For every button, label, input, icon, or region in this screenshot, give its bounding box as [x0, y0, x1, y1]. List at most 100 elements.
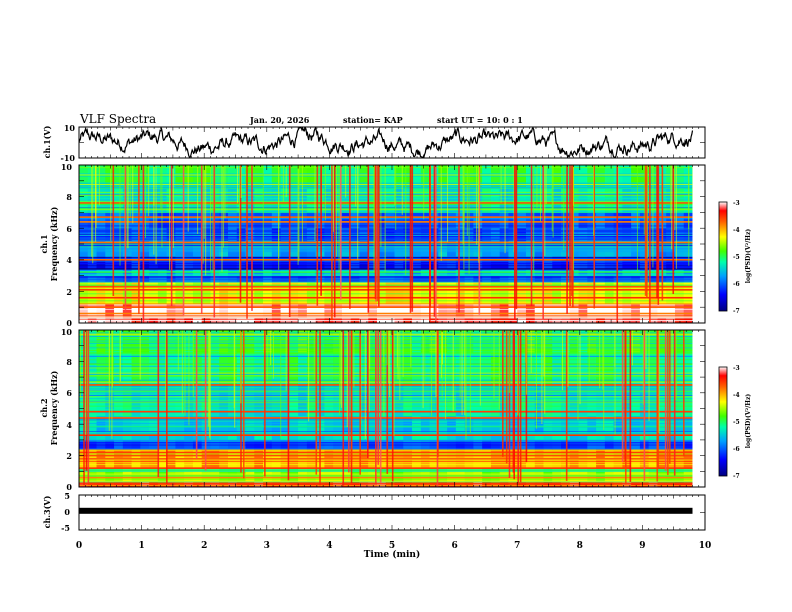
- spectrogram-cell: [455, 165, 466, 189]
- ch2-colorbar: -3 -4 -5 -6 -7 log(PSD)(V²/Hz): [718, 365, 752, 480]
- spectrogram-cell: [306, 281, 317, 305]
- spectrogram-cell: [438, 433, 448, 440]
- spectrogram-cell: [648, 416, 659, 434]
- spectrogram-cell: [683, 416, 694, 434]
- spectrogram-cell: [140, 416, 150, 434]
- spectrogram-sferic-streak: [280, 330, 282, 439]
- spectrogram-cell: [455, 416, 466, 434]
- spectrogram-cell: [596, 416, 606, 434]
- spectrogram-cell: [376, 353, 387, 385]
- spectrogram-sferic-streak: [541, 330, 543, 377]
- spectrogram-texture-line: [79, 191, 693, 193]
- spectrogram-sferic-streak: [672, 165, 675, 294]
- spectrogram-sferic-streak: [393, 330, 395, 437]
- spectrogram-tone-line: [79, 241, 693, 244]
- spectrogram-sferic-streak: [139, 330, 141, 380]
- spectrogram-cell: [420, 439, 431, 450]
- spectrogram-sferic-streak: [631, 330, 633, 366]
- spectrogram-cell: [254, 353, 264, 385]
- spectrogram-sferic-streak: [350, 330, 353, 461]
- spectrogram-sferic-streak: [239, 165, 242, 303]
- spectrogram-texture-line: [79, 287, 693, 289]
- spectrogram-cell: [578, 416, 588, 434]
- spectrogram-cell: [376, 304, 387, 319]
- spectrogram-cell: [289, 188, 299, 213]
- spectrogram-cell: [683, 353, 694, 385]
- spectrogram-sferic-streak: [285, 330, 287, 391]
- spectrogram-cell: [473, 281, 483, 305]
- time-tick-7: 7: [514, 541, 520, 551]
- spectrogram-sferic-streak: [85, 330, 87, 436]
- spectrogram-sferic-streak: [266, 330, 268, 380]
- spectrogram-texture-line: [79, 247, 693, 249]
- spectrogram-texture-line: [79, 334, 693, 336]
- spectrogram-sferic-streak: [500, 165, 502, 203]
- spectrogram-texture-line: [79, 265, 693, 267]
- spectrogram-sferic-streak: [169, 165, 171, 270]
- spectrogram-cell: [298, 304, 308, 319]
- spectrogram-cell: [604, 188, 615, 213]
- spectrogram-cell: [122, 353, 133, 385]
- time-tick-8: 8: [577, 541, 583, 551]
- spectrogram-cell: [683, 304, 694, 319]
- spectrogram-sferic-streak: [440, 165, 442, 262]
- spectrogram-cell: [245, 433, 255, 440]
- spectrogram-cell: [236, 188, 247, 213]
- ch2-colorbar-tick-minus6: -6: [733, 446, 740, 453]
- spectrogram-cell: [490, 281, 501, 305]
- spectrogram-sferic-streak: [182, 165, 185, 316]
- spectrogram-cell: [403, 304, 413, 319]
- spectrogram-texture-line: [79, 276, 693, 278]
- spectrogram-cell: [490, 304, 501, 319]
- spectrogram-sferic-streak: [364, 330, 366, 439]
- spectrogram-cell: [341, 304, 352, 319]
- spectrogram-texture-line: [79, 300, 693, 302]
- spectrogram-sferic-streak: [536, 330, 538, 429]
- spectrogram-sferic-streak: [459, 330, 461, 399]
- spectrogram-texture-line: [79, 211, 693, 213]
- spectrogram-sferic-streak: [614, 330, 616, 367]
- spectrogram-sferic-streak: [170, 165, 173, 307]
- spectrogram-sferic-streak: [517, 330, 519, 416]
- spectrogram-cell: [122, 304, 133, 319]
- spectrogram-cell: [201, 212, 212, 229]
- spectrogram-cell: [236, 281, 247, 305]
- spectrogram-cell: [622, 439, 632, 450]
- spectrogram-cell: [105, 482, 115, 487]
- spectrogram-texture-line: [79, 187, 693, 189]
- ch2-spectrogram-channel-label: ch.2: [39, 398, 49, 417]
- spectrogram-texture-line: [79, 269, 693, 270]
- spectrogram-cell: [622, 281, 632, 305]
- spectrogram-texture-line: [79, 352, 693, 354]
- spectrogram-cell: [429, 439, 439, 450]
- spectrogram-cell: [552, 212, 562, 229]
- spectrogram-sferic-streak: [433, 165, 436, 317]
- spectrogram-cell: [219, 281, 229, 305]
- spectrogram-cell: [517, 188, 527, 213]
- spectrogram-texture-line: [79, 394, 693, 396]
- spectrogram-texture-line: [79, 439, 693, 441]
- spectrogram-sferic-streak: [545, 165, 547, 204]
- spectrogram-sferic-streak: [405, 165, 407, 276]
- spectrogram-sferic-streak: [355, 165, 357, 207]
- spectrogram-cell: [438, 212, 448, 229]
- spectrogram-cell: [210, 281, 220, 305]
- spectrogram-cell: [105, 433, 115, 440]
- spectrogram-cell: [385, 188, 396, 213]
- spectrogram-tone-line: [79, 410, 693, 413]
- spectrogram-cell: [613, 353, 623, 385]
- spectrogram-texture-line: [79, 480, 693, 482]
- ch1-colorbar-tick-minus7: -7: [733, 308, 740, 315]
- spectrogram-sferic-streak: [378, 165, 380, 307]
- spectrogram-texture-line: [79, 197, 693, 199]
- spectrogram-cell: [552, 433, 562, 440]
- spectrogram-cell: [631, 304, 641, 319]
- spectrogram-sferic-streak: [161, 165, 163, 248]
- spectrogram-sferic-streak: [658, 330, 660, 433]
- spectrogram-cell: [666, 281, 676, 305]
- spectrogram-cell: [298, 353, 308, 385]
- spectrogram-sferic-streak: [342, 330, 345, 486]
- spectrogram-cell: [552, 188, 562, 213]
- ch1-colorbar-tick-minus5: -5: [733, 254, 740, 261]
